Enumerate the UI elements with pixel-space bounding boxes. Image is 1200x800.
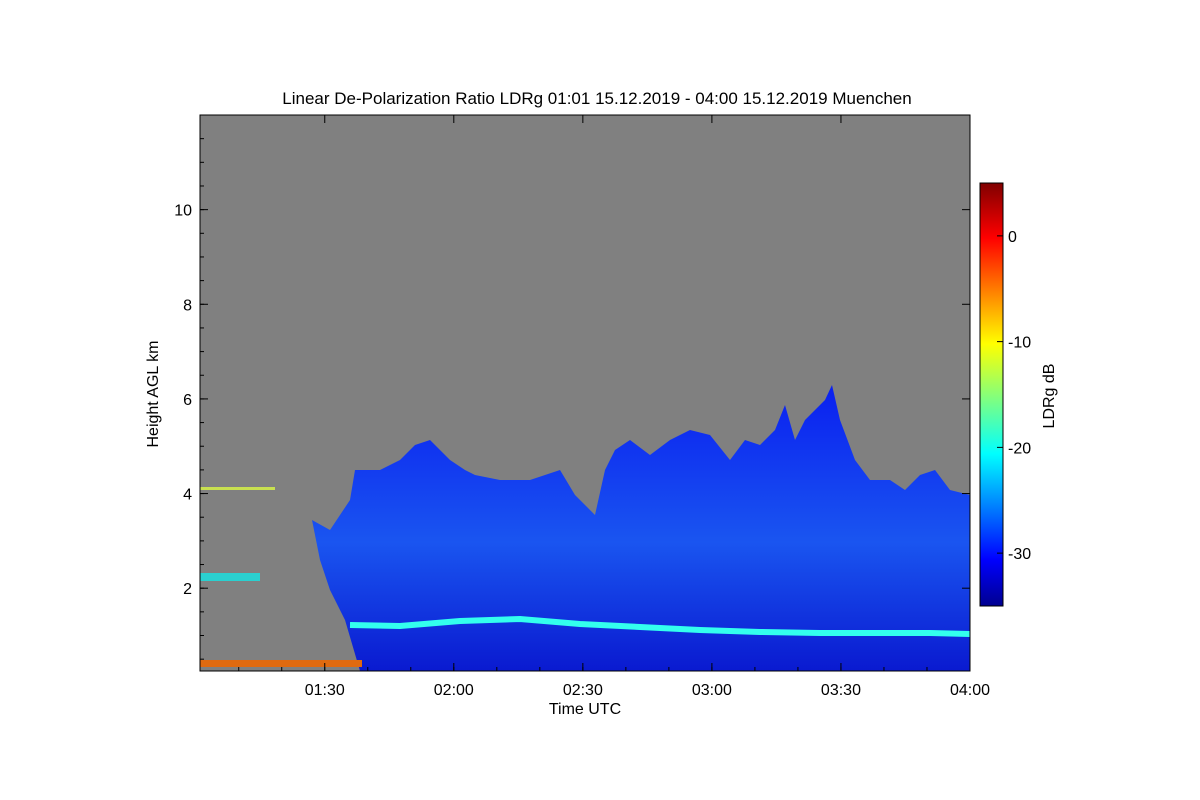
colorbar-tick-label: -20 bbox=[1008, 440, 1031, 457]
colorbar bbox=[979, 182, 1004, 607]
x-axis-label: Time UTC bbox=[549, 701, 621, 718]
cloud-body bbox=[312, 385, 970, 671]
colorbar-label: LDRg dB bbox=[1041, 364, 1058, 429]
x-tick-label: 02:00 bbox=[434, 682, 474, 699]
y-axis: 2 4 6 8 10 bbox=[174, 114, 970, 660]
melting-layer bbox=[349, 615, 970, 637]
low-layer-left bbox=[200, 573, 260, 581]
chart-title: Linear De-Polarization Ratio LDRg 01:01 … bbox=[282, 89, 911, 108]
colorbar-ticks: 0 -10 -20 -30 bbox=[997, 229, 1031, 563]
y-tick-label: 4 bbox=[183, 487, 192, 504]
upper-layer-left bbox=[200, 487, 275, 490]
x-tick-label: 02:30 bbox=[563, 682, 603, 699]
ground-layer-strip bbox=[200, 660, 362, 667]
y-tick-label: 6 bbox=[183, 392, 192, 409]
colorbar-tick-label: -30 bbox=[1008, 546, 1031, 563]
colorbar-tick-label: -10 bbox=[1008, 335, 1031, 352]
x-tick-label: 04:00 bbox=[950, 682, 990, 699]
y-tick-label: 10 bbox=[174, 203, 192, 220]
x-tick-label: 01:30 bbox=[305, 682, 345, 699]
colorbar-tick-label: 0 bbox=[1008, 229, 1017, 246]
y-tick-label: 8 bbox=[183, 297, 192, 314]
x-tick-label: 03:00 bbox=[692, 682, 732, 699]
y-tick-label: 2 bbox=[183, 581, 192, 598]
x-tick-label: 03:30 bbox=[821, 682, 861, 699]
y-axis-label: Height AGL km bbox=[145, 340, 162, 447]
x-axis: 01:30 02:00 02:30 03:00 03:30 04:00 bbox=[238, 115, 990, 699]
plot-frame bbox=[199, 114, 971, 672]
